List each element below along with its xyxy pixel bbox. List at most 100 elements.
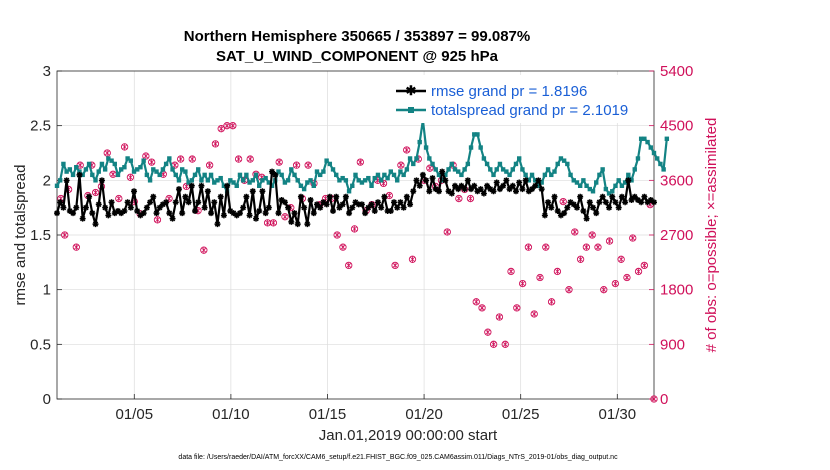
rmse-point — [651, 199, 657, 206]
totalspread-point — [276, 169, 281, 174]
totalspread-point — [362, 178, 368, 183]
obs-possible-point — [559, 197, 567, 206]
totalspread-point — [70, 172, 76, 178]
y-left-tick-label: 3 — [43, 63, 51, 80]
totalspread-point — [462, 167, 467, 172]
totalspread-point — [382, 172, 387, 178]
totalspread-point — [240, 178, 246, 183]
rmse-point — [297, 193, 304, 200]
totalspread-point — [337, 178, 342, 183]
totalspread-point — [317, 172, 323, 178]
totalspread-point — [388, 169, 394, 174]
rmse-point — [609, 193, 616, 200]
totalspread-point — [80, 172, 85, 178]
obs-possible-point — [217, 125, 225, 133]
rmse-point — [192, 207, 199, 214]
rmse-point — [262, 210, 269, 217]
totalspread-point — [417, 139, 422, 145]
totalspread-point — [600, 167, 605, 172]
rmse-point — [416, 182, 423, 189]
rmse-point — [522, 177, 529, 184]
rmse-point — [198, 182, 205, 189]
rmse-point — [169, 215, 176, 222]
rmse-point — [227, 207, 234, 214]
obs-possible-point — [594, 243, 602, 251]
totalspread-point — [83, 167, 89, 172]
obs-possible-point — [356, 158, 364, 166]
obs-possible-point — [582, 243, 591, 251]
rmse-point — [631, 193, 638, 200]
obs-possible-point — [466, 194, 475, 203]
totalspread-point — [375, 172, 381, 178]
rmse-point — [545, 199, 552, 206]
rmse-point — [73, 204, 80, 211]
obs-possible-point — [489, 340, 498, 348]
obs-assimilated-point — [636, 268, 642, 275]
obs-possible-point — [472, 298, 480, 306]
rmse-point — [487, 186, 494, 193]
y-right-tick-label: 0 — [660, 391, 668, 408]
rmse-point — [355, 201, 362, 208]
totalspread-point — [568, 172, 573, 178]
obs-possible-point — [211, 140, 220, 148]
totalspread-point — [491, 172, 496, 178]
rmse-point — [570, 201, 577, 208]
rmse-point — [503, 177, 510, 184]
obs-possible-point — [142, 152, 150, 160]
obs-possible-point — [408, 255, 417, 263]
obs-assimilated-point — [189, 156, 195, 162]
obs-possible-point — [177, 155, 185, 163]
rmse-point — [439, 168, 446, 175]
rmse-point — [618, 193, 625, 200]
rmse-point — [564, 204, 571, 211]
rmse-point — [429, 175, 436, 182]
totalspread-point — [443, 172, 448, 178]
totalspread-point — [292, 172, 297, 178]
totalspread-point — [459, 172, 464, 178]
totalspread-point — [231, 180, 236, 185]
data-file-footnote: data file: /Users/raeder/DAI/ATM_forcXX/… — [178, 454, 618, 461]
obs-possible-point — [507, 267, 515, 276]
obs-possible-point — [611, 279, 620, 288]
totalspread-point — [526, 178, 532, 183]
totalspread-point — [67, 167, 73, 172]
rmse-point — [577, 193, 584, 200]
rmse-point — [346, 210, 353, 217]
obs-possible-point — [263, 219, 272, 227]
totalspread-point — [561, 158, 567, 163]
totalspread-point — [622, 180, 628, 185]
rmse-point — [243, 193, 250, 200]
totalspread-point — [64, 169, 69, 174]
totalspread-point — [115, 172, 121, 178]
rmse-point — [233, 212, 240, 219]
totalspread-point — [497, 161, 503, 167]
obs-possible-point — [91, 188, 100, 197]
obs-assimilated-point — [560, 198, 566, 205]
rmse-point — [496, 186, 503, 193]
obs-possible-point — [530, 310, 538, 318]
obs-possible-point — [345, 261, 353, 270]
rmse-point — [92, 221, 99, 228]
obs-assimilated-point — [276, 159, 282, 165]
totalspread-point — [385, 175, 390, 181]
obs-possible-point — [600, 286, 608, 294]
totalspread-point — [93, 178, 98, 183]
totalspread-point — [282, 180, 288, 185]
totalspread-point — [465, 161, 471, 167]
obs-possible-point — [650, 395, 658, 403]
totalspread-point — [212, 180, 217, 185]
totalspread-point — [244, 172, 249, 178]
rmse-point — [281, 199, 288, 206]
totalspread-point — [613, 183, 618, 188]
rmse-point — [63, 177, 70, 184]
rmse-point — [458, 182, 465, 189]
rmse-point — [323, 201, 330, 208]
rmse-point — [320, 199, 327, 206]
totalspread-point — [626, 172, 631, 178]
y-axis-right-label: # of obs: o=possible; ×=assimilated — [703, 118, 720, 353]
rmse-point — [413, 177, 420, 184]
totalspread-point — [228, 178, 233, 183]
obs-assimilated-point — [618, 256, 624, 263]
rmse-point — [557, 212, 564, 219]
rmse-point — [182, 193, 189, 200]
